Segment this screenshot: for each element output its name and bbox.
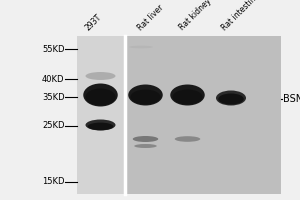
- Text: 35KD: 35KD: [42, 92, 64, 102]
- Ellipse shape: [216, 90, 246, 106]
- Text: 15KD: 15KD: [42, 178, 64, 186]
- Bar: [76, 36, 124, 194]
- Text: 25KD: 25KD: [42, 121, 64, 130]
- Ellipse shape: [129, 46, 153, 48]
- Text: 55KD: 55KD: [42, 45, 64, 53]
- Text: 40KD: 40KD: [42, 74, 64, 84]
- Ellipse shape: [172, 90, 203, 104]
- Text: 293T: 293T: [84, 12, 103, 32]
- Ellipse shape: [170, 84, 205, 106]
- Ellipse shape: [128, 84, 163, 106]
- Ellipse shape: [85, 119, 116, 130]
- Ellipse shape: [134, 144, 157, 148]
- Bar: [124, 36, 280, 194]
- Text: Rat kidney: Rat kidney: [178, 0, 214, 32]
- Ellipse shape: [85, 72, 116, 80]
- Ellipse shape: [175, 136, 200, 142]
- Ellipse shape: [88, 123, 113, 130]
- Ellipse shape: [85, 88, 116, 106]
- Text: Rat liver: Rat liver: [136, 3, 165, 32]
- Ellipse shape: [130, 90, 160, 104]
- Text: Rat intestine: Rat intestine: [220, 0, 261, 32]
- Ellipse shape: [83, 84, 118, 106]
- Ellipse shape: [133, 136, 158, 142]
- Ellipse shape: [218, 94, 244, 104]
- Text: BSND: BSND: [284, 94, 300, 104]
